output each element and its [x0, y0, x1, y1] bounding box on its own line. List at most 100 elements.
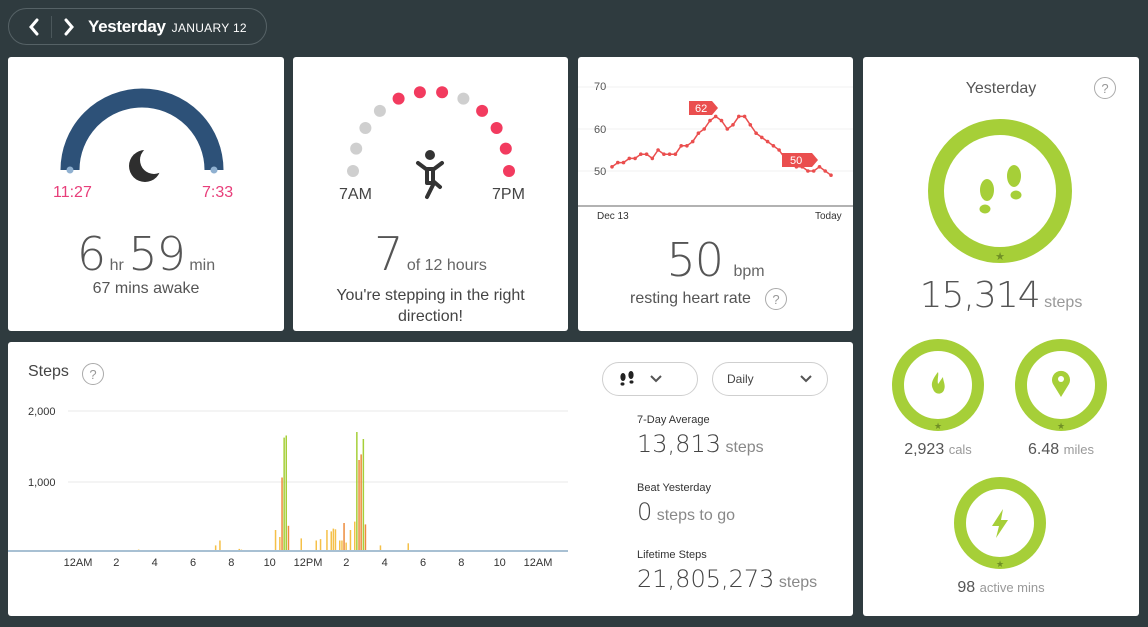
- heart-help-icon[interactable]: ?: [764, 288, 787, 310]
- steps-bar: [332, 528, 335, 551]
- steps-bar: [330, 531, 332, 551]
- heart-rate-point: [627, 156, 632, 161]
- hour-dot-active: [392, 92, 405, 105]
- steps-x-tick: 2: [343, 557, 349, 569]
- steps-chart-tile: Steps ? 2,000 1,000 12AM 2 4 6 8 10 12PM 2 4 6 8 10…: [8, 342, 853, 616]
- steps-x-tick: 4: [382, 557, 388, 569]
- hour-dot-active: [476, 104, 489, 117]
- location-pin-icon: [1052, 370, 1070, 397]
- summary-help-icon[interactable]: ?: [1094, 77, 1116, 99]
- svg-text:62: 62: [695, 103, 707, 115]
- heart-rate-point: [806, 169, 810, 173]
- steps-x-tick: 12AM: [64, 557, 93, 569]
- summary-active: 98 active mins: [863, 579, 1139, 597]
- heart-rate-point: [713, 114, 718, 119]
- steps-bar: [300, 538, 302, 551]
- heart-rate-point: [823, 169, 827, 173]
- hourly-value: 7: [374, 227, 403, 281]
- steps-bar: [285, 435, 287, 551]
- summary-title: Yesterday: [965, 80, 1037, 97]
- step-stat: Lifetime Steps 21,805,273 steps: [637, 549, 817, 593]
- step-stat-value: 21,805,273: [637, 565, 775, 593]
- steps-bar: [279, 537, 281, 551]
- heart-rate-point: [662, 152, 666, 156]
- steps-x-tick: 2: [113, 557, 119, 569]
- summary-cals-value: 2,923: [904, 441, 945, 458]
- steps-x-tick: 12PM: [294, 557, 323, 569]
- hour-dot-inactive: [373, 104, 386, 117]
- summary-rings: ★ ★ ★ ★: [892, 119, 1107, 569]
- hour-dot-inactive: [359, 122, 372, 134]
- heart-rate-point: [667, 152, 672, 156]
- steps-y-tick: 1,000: [28, 477, 56, 489]
- heart-rate-point: [639, 152, 643, 156]
- steps-bar: [283, 437, 285, 551]
- step-stat-label: Beat Yesterday: [637, 482, 712, 494]
- heart-rate-point: [731, 123, 735, 127]
- heart-rate-point: [737, 114, 741, 119]
- heart-rate-tile[interactable]: 70 60 50 Dec 13 Today 62 50 50 bpm resti…: [578, 57, 853, 331]
- heart-rate-point: [690, 139, 695, 144]
- distance-ring[interactable]: ★: [1015, 339, 1107, 431]
- steps-bar: [349, 530, 352, 551]
- footsteps-icon: [979, 165, 1022, 214]
- sleep-arc: [60, 88, 224, 182]
- heart-y-tick: 50: [594, 166, 606, 178]
- next-day-button[interactable]: [58, 16, 80, 38]
- steps-bar: [219, 540, 221, 551]
- steps-help-icon[interactable]: ?: [82, 363, 104, 385]
- steps-bar: [315, 540, 317, 551]
- active-minutes-ring[interactable]: ★: [954, 477, 1046, 569]
- steps-bar: [319, 539, 322, 551]
- steps-bar: [345, 542, 347, 551]
- steps-bar: [407, 543, 409, 551]
- heart-y-tick: 60: [594, 124, 606, 136]
- hourly-activity-tile[interactable]: 7AM 7PM 7 of 12 hours You're stepping in…: [293, 57, 568, 331]
- steps-ring[interactable]: ★: [928, 119, 1072, 263]
- hourly-of-label: of 12 hours: [406, 257, 487, 274]
- summary-steps-unit: steps: [1044, 294, 1083, 311]
- steps-bar: [362, 439, 365, 551]
- hour-dot-active: [436, 86, 449, 99]
- heart-rate-point: [696, 131, 701, 135]
- summary-steps-value: 15,314: [919, 275, 1041, 316]
- hour-dot-active: [413, 86, 426, 99]
- period-selector-value: Daily: [727, 372, 754, 386]
- summary-active-unit: active mins: [979, 580, 1045, 595]
- sleep-start-time: 11:27: [53, 184, 92, 201]
- star-icon: ★: [934, 421, 942, 431]
- chevron-left-icon: [29, 18, 39, 35]
- steps-bar: [356, 432, 358, 551]
- bpm-unit: bpm: [733, 263, 765, 280]
- calories-ring[interactable]: ★: [892, 339, 984, 431]
- steps-bar: [326, 530, 328, 551]
- steps-x-tick: 12AM: [524, 557, 553, 569]
- steps-x-tick: 6: [190, 557, 196, 569]
- heart-rate-point: [610, 165, 614, 169]
- steps-bar: [287, 525, 290, 551]
- daily-summary-tile: Yesterday ? ★ ★ ★: [863, 57, 1139, 616]
- sleep-end-time: 7:33: [202, 184, 234, 201]
- hour-dot-active: [499, 142, 512, 155]
- sleep-tile[interactable]: 11:27 7:33 6 hr 59 min 67 mins awake: [8, 57, 284, 331]
- summary-miles-value: 6.48: [1028, 441, 1060, 458]
- steps-bar-chart: 2,000 1,000 12AM 2 4 6 8 10 12PM 2 4 6 8 10 12AM: [8, 406, 568, 569]
- chevron-down-icon: [650, 375, 662, 383]
- chevron-down-icon: [800, 375, 812, 383]
- period-selector[interactable]: Daily: [712, 362, 828, 396]
- chart-type-selector[interactable]: [602, 362, 698, 396]
- heart-rate-value: 50 bpm: [578, 233, 853, 287]
- heart-rate-point: [765, 139, 770, 144]
- sleep-duration: 6 hr 59 min: [8, 227, 284, 281]
- previous-day-button[interactable]: [23, 16, 45, 38]
- moon-icon: [129, 146, 168, 182]
- footsteps-icon: [620, 371, 634, 386]
- heart-rate-point: [829, 173, 833, 177]
- sleep-hours: 6: [76, 227, 106, 281]
- steps-chart-title: Steps: [28, 363, 69, 380]
- sleep-awake-text: 67 mins awake: [92, 280, 200, 297]
- steps-bar: [341, 540, 343, 551]
- steps-x-tick: 4: [152, 557, 158, 569]
- heart-caption: resting heart rate: [630, 290, 751, 307]
- heart-rate-point: [644, 152, 649, 156]
